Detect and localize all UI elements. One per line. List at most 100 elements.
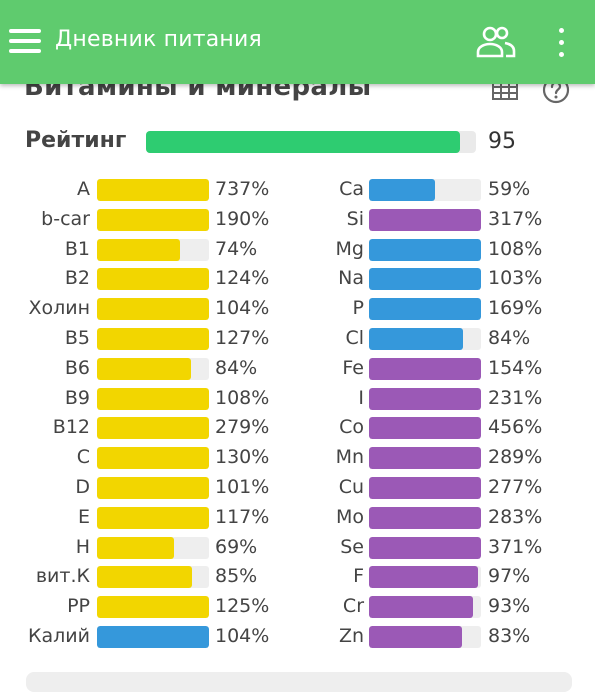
nutrient-bar-fill	[97, 179, 209, 201]
nutrient-percent: 277%	[488, 476, 543, 498]
nutrient-percent: 169%	[488, 297, 543, 320]
nutrient-percent: 104%	[215, 297, 270, 320]
nutrient-label: Ca	[339, 178, 364, 200]
nutrient-label: P	[352, 297, 364, 320]
nutrient-bar	[369, 208, 481, 231]
rating-value: 95	[488, 129, 516, 154]
menu-icon[interactable]	[9, 27, 41, 55]
nutrient-bar-fill	[97, 238, 180, 261]
nutrient-label: Co	[339, 416, 364, 439]
nutrient-label: Se	[340, 535, 364, 558]
nutrient-percent: 231%	[488, 386, 543, 409]
nutrient-percent: 108%	[488, 237, 543, 260]
nutrient-bar-fill	[369, 536, 481, 559]
nutrient-bar-fill	[369, 506, 481, 529]
people-icon[interactable]	[476, 23, 516, 59]
nutrient-label: Cu	[338, 476, 364, 498]
app-title: Дневник питания	[55, 27, 262, 52]
nutrient-bar	[369, 447, 481, 470]
nutrient-bar	[369, 477, 481, 499]
nutrient-bar-fill	[97, 357, 192, 380]
nutrient-bar-fill	[97, 328, 209, 350]
nutrient-bar	[97, 357, 209, 380]
nutrient-percent: 108%	[215, 386, 270, 409]
rating-bar	[146, 131, 476, 153]
nutrient-bar	[369, 626, 481, 648]
nutrient-label: B2	[64, 267, 90, 290]
nutrient-bar	[369, 536, 481, 559]
nutrient-bar	[369, 268, 481, 291]
nutrient-percent: 84%	[488, 327, 531, 349]
nutrient-percent: 117%	[215, 505, 270, 528]
nutrient-label: C	[76, 446, 90, 469]
nutrient-label: B1	[64, 237, 90, 260]
nutrient-label: Cl	[345, 327, 364, 349]
nutrient-bar	[369, 179, 481, 201]
nutrient-bar-fill	[97, 298, 209, 321]
nutrient-bar	[97, 447, 209, 470]
nutrient-label: Cr	[342, 595, 364, 618]
nutrient-percent: 83%	[488, 625, 531, 647]
nutrient-bar-fill	[97, 596, 209, 619]
nutrient-label: E	[77, 505, 90, 528]
nutrient-bar	[97, 536, 209, 559]
nutrient-bar-fill	[369, 417, 481, 440]
nutrient-bar-fill	[97, 506, 209, 529]
nutrient-percent: 101%	[215, 476, 270, 498]
nutrient-label: Mo	[335, 505, 364, 528]
nutrient-label: Fe	[342, 356, 364, 379]
nutrient-percent: 104%	[215, 625, 270, 647]
nutrient-label: B5	[64, 327, 90, 349]
nutrient-percent: 84%	[215, 356, 258, 379]
nutrient-bar-fill	[369, 238, 481, 261]
more-vert-icon[interactable]	[551, 22, 571, 62]
nutrient-bar-fill	[97, 208, 209, 231]
nutrient-label: B6	[64, 356, 90, 379]
nutrient-label: H	[75, 535, 90, 558]
nutrient-bar-fill	[369, 626, 462, 648]
nutrient-bar	[97, 298, 209, 321]
nutrient-label: Si	[346, 207, 364, 230]
nutrient-label: Na	[338, 267, 364, 290]
app-bar: Дневник питания	[0, 0, 595, 84]
rating-label: Рейтинг	[25, 128, 127, 153]
nutrient-percent: 289%	[488, 446, 543, 469]
nutrient-bar	[369, 417, 481, 440]
nutrient-bar-fill	[369, 447, 481, 470]
nutrient-bar	[97, 417, 209, 440]
nutrient-percent: 154%	[488, 356, 543, 379]
nutrient-bar-fill	[97, 387, 209, 410]
nutrient-percent: 371%	[488, 535, 543, 558]
nutrient-label: b-car	[41, 207, 90, 230]
nutrient-percent: 456%	[488, 416, 543, 439]
nutrient-label: PP	[67, 595, 90, 618]
nutrient-bar	[97, 477, 209, 499]
nutrient-bar-fill	[97, 447, 209, 470]
nutrient-label: Калий	[28, 625, 90, 647]
nutrient-label: I	[358, 386, 364, 409]
nutrient-bar-fill	[97, 417, 209, 440]
nutrient-bar	[97, 626, 209, 648]
nutrient-bar-fill	[97, 268, 209, 291]
nutrient-label: Mg	[335, 237, 364, 260]
nutrient-percent: 190%	[215, 207, 270, 230]
nutrient-percent: 127%	[215, 327, 270, 349]
nutrient-label: B12	[52, 416, 90, 439]
nutrient-percent: 85%	[215, 565, 258, 588]
nutrient-bar-fill	[369, 357, 481, 380]
nutrient-label: A	[77, 178, 90, 200]
nutrient-percent: 74%	[215, 237, 258, 260]
nutrient-percent: 103%	[488, 267, 543, 290]
nutrient-bar-fill	[369, 298, 481, 321]
nutrient-bar-fill	[369, 328, 464, 350]
nutrient-bar-fill	[97, 536, 175, 559]
nutrient-bar-fill	[369, 179, 436, 201]
nutrient-bar	[369, 298, 481, 321]
nutrient-bar	[369, 238, 481, 261]
next-card	[26, 672, 572, 692]
nutrient-bar	[369, 328, 481, 350]
nutrient-label: Zn	[338, 625, 364, 647]
rating-bar-fill	[146, 131, 460, 153]
nutrient-bar-fill	[97, 566, 193, 589]
nutrient-bar-fill	[97, 626, 209, 648]
